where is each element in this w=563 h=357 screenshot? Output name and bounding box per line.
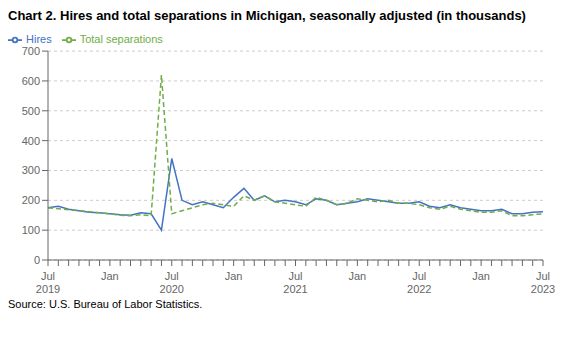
svg-text:Jul2020: Jul2020 bbox=[160, 270, 184, 295]
svg-text:Jan: Jan bbox=[349, 270, 367, 282]
svg-text:Jan: Jan bbox=[472, 270, 490, 282]
svg-text:100: 100 bbox=[22, 224, 40, 236]
svg-text:700: 700 bbox=[22, 45, 40, 57]
html-text:Source: U.S. Bureau of Labor S: Source: U.S. Bureau of Labor Statistics. bbox=[8, 298, 203, 311]
svg-text:200: 200 bbox=[22, 194, 40, 206]
svg-text:600: 600 bbox=[22, 75, 40, 87]
svg-text:Jan: Jan bbox=[101, 270, 119, 282]
svg-text:300: 300 bbox=[22, 165, 40, 177]
svg-text:Jul2023: Jul2023 bbox=[531, 270, 555, 295]
svg-text:500: 500 bbox=[22, 105, 40, 117]
html-text:Total separations: Total separations bbox=[79, 33, 163, 46]
html-text:Chart 2. Hires and total separ: Chart 2. Hires and total separations in … bbox=[8, 8, 526, 23]
svg-text:400: 400 bbox=[22, 135, 40, 147]
svg-text:Jan: Jan bbox=[225, 270, 243, 282]
html-text:Hires: Hires bbox=[26, 33, 52, 46]
svg-text:Jul2019: Jul2019 bbox=[36, 270, 60, 295]
svg-text:Jul2021: Jul2021 bbox=[283, 270, 307, 295]
svg-text:Jul2022: Jul2022 bbox=[407, 270, 431, 295]
svg-text:0: 0 bbox=[34, 254, 40, 266]
